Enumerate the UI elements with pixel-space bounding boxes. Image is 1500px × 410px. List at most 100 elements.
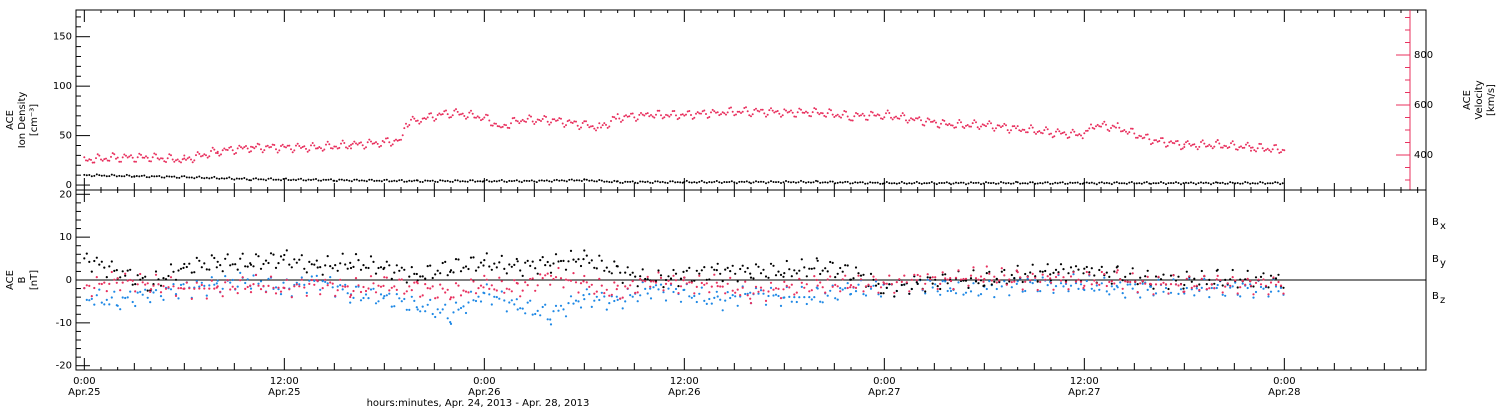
by-point [1259, 285, 1263, 289]
bx-point [454, 258, 458, 261]
bx-point [888, 283, 891, 286]
bz-point [598, 277, 601, 280]
ion-density-point [474, 180, 477, 183]
ion-density-tick-label: 150 [53, 32, 72, 43]
ion-density-point [250, 179, 252, 182]
bx-point [1034, 275, 1037, 278]
by-point [652, 286, 655, 289]
bx-point [831, 261, 834, 264]
velocity-point [1013, 125, 1016, 128]
velocity-point [671, 110, 674, 113]
velocity-point [350, 147, 352, 150]
bx-point [315, 259, 318, 262]
by-point [729, 296, 732, 300]
bx-point [944, 273, 947, 276]
velocity-point [581, 122, 584, 124]
bz-point [1052, 288, 1055, 291]
ion-density-point [807, 181, 810, 184]
bz-point [819, 281, 822, 284]
velocity-point [793, 115, 796, 118]
bz-point [839, 290, 842, 293]
velocity-point [401, 134, 404, 137]
date-tick-label: Apr.26 [668, 387, 700, 398]
velocity-point [710, 111, 712, 114]
by-point [608, 302, 611, 305]
bx-point [367, 266, 370, 270]
velocity-point [148, 160, 151, 163]
bx-point [357, 259, 360, 262]
ion-density-point [854, 181, 857, 184]
bz-point [105, 290, 108, 293]
velocity-point [338, 146, 341, 149]
bz-point [685, 282, 688, 285]
velocity-point [426, 116, 429, 119]
ion-density-point [570, 178, 573, 181]
bx-point [334, 264, 337, 267]
by-point [644, 287, 647, 290]
bx-point [279, 255, 283, 258]
ion-density-point [485, 179, 488, 181]
velocity-point [138, 152, 141, 155]
by-point [479, 300, 483, 303]
by-point [177, 297, 180, 300]
bz-point [1103, 273, 1106, 276]
by-point [1069, 284, 1073, 287]
velocity-point [976, 126, 979, 129]
velocity-point [1278, 151, 1281, 154]
bz-point [859, 278, 863, 281]
velocity-point [608, 125, 611, 128]
velocity-point [290, 148, 292, 151]
bx-point [967, 286, 970, 289]
bz-point [524, 281, 527, 284]
velocity-point [365, 146, 367, 149]
velocity-point [1096, 123, 1099, 126]
bz-point [703, 283, 706, 286]
bz-point [410, 289, 413, 292]
velocity-point [895, 115, 897, 118]
ion-density-point [816, 180, 819, 183]
bz-point [219, 290, 222, 293]
bx-point [1231, 268, 1234, 272]
bz-point [869, 285, 873, 288]
bx-point [1193, 277, 1196, 280]
velocity-point [425, 118, 427, 120]
bx-point [1098, 268, 1101, 272]
velocity-point [888, 112, 891, 114]
bz-point [108, 282, 111, 285]
bz-point [341, 285, 344, 288]
bz-point [457, 284, 460, 287]
by-point [657, 288, 660, 291]
velocity-point [356, 143, 359, 146]
by-point [616, 298, 619, 301]
velocity-point [105, 157, 107, 160]
bz-point [98, 282, 101, 285]
velocity-point [201, 154, 204, 157]
by-point [485, 283, 488, 286]
bz-point [434, 297, 437, 300]
by-point [757, 292, 760, 295]
velocity-point [1008, 131, 1011, 134]
ion-density-point [890, 182, 893, 185]
ion-density-point [173, 175, 176, 178]
bz-point [157, 283, 160, 286]
bz-point [493, 288, 496, 291]
ion-density-point [1152, 182, 1155, 185]
ion-density-point [1150, 182, 1152, 185]
velocity-point [493, 122, 496, 125]
velocity-point [750, 115, 752, 118]
bx-point [229, 264, 232, 267]
velocity-point [90, 158, 92, 161]
velocity-point [1263, 149, 1266, 152]
by-point [552, 310, 555, 313]
bx-point [685, 269, 688, 272]
date-tick-label: Apr.28 [1268, 387, 1300, 398]
bx-point [316, 266, 319, 269]
by-point [631, 295, 634, 298]
bx-point [182, 266, 185, 269]
velocity-point [230, 145, 232, 148]
velocity-point [975, 121, 977, 124]
velocity-point [596, 126, 599, 129]
bz-point [949, 277, 952, 280]
bz-point [308, 282, 311, 285]
